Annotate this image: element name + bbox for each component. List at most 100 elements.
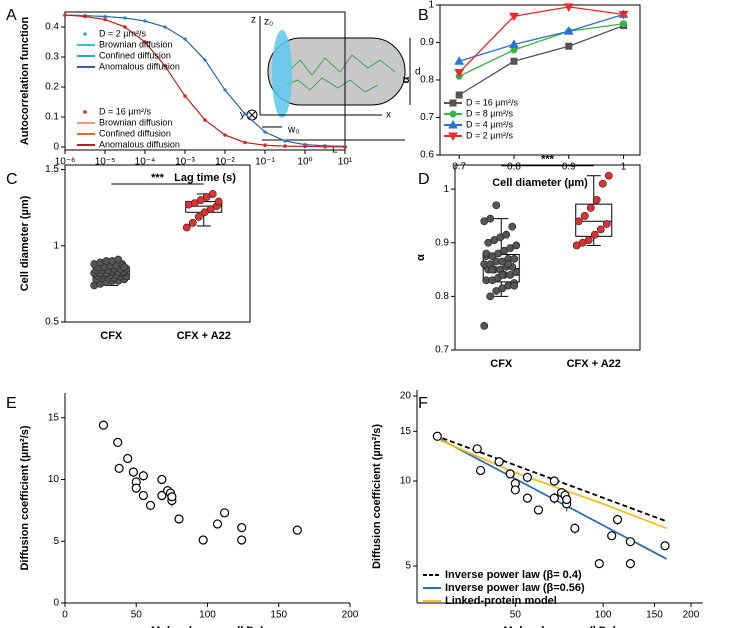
data-point	[113, 437, 123, 448]
y-tick-label: 15	[400, 426, 412, 437]
data-point	[157, 490, 167, 501]
data-point	[212, 519, 223, 529]
data-point	[625, 559, 635, 569]
data-point	[208, 190, 217, 198]
data-point	[584, 236, 593, 244]
marker	[509, 39, 519, 48]
data-point	[138, 490, 148, 501]
legend-marker	[448, 132, 458, 142]
series-line	[434, 437, 667, 530]
data-point	[98, 420, 109, 430]
data-point	[492, 201, 501, 210]
legend-label: D = 16 µm²/s	[466, 97, 518, 107]
data-point	[604, 171, 613, 180]
y-tick-label: 0.2	[45, 82, 59, 93]
data-point	[194, 212, 203, 221]
legend-label: D = 4 µm²/s	[466, 119, 513, 129]
legend-label: Anomalous diffusion	[99, 139, 180, 149]
data-point	[138, 471, 148, 481]
annotation: w₀	[287, 125, 299, 136]
y-tick-label: 0.1	[45, 112, 59, 123]
marker	[563, 26, 574, 35]
data-point	[157, 474, 167, 485]
panel-label: F	[418, 395, 428, 412]
x-tick-label: 10⁻³	[175, 157, 195, 168]
data-point	[660, 541, 670, 551]
panel-label: C	[6, 171, 18, 188]
x-tick-label: 200	[683, 610, 700, 621]
annotation: x	[386, 110, 391, 121]
data-point	[549, 476, 559, 486]
x-tick-label: 10⁰	[297, 157, 312, 168]
legend-marker	[83, 32, 87, 36]
data-point	[607, 531, 617, 541]
panel-label: D	[418, 171, 430, 188]
x-tick-label: 1	[621, 162, 627, 173]
data-point	[580, 212, 589, 220]
y-tick-label: 0.7	[420, 112, 434, 123]
data-point	[488, 265, 497, 274]
marker	[565, 42, 573, 50]
marker	[454, 56, 465, 65]
legend-label: Confined diffusion	[99, 50, 171, 60]
legend-label: Inverse power law (β=0.56)	[445, 582, 585, 594]
legend-label: Brownian diffusion	[99, 39, 172, 49]
x-tick-label: 50	[131, 610, 143, 621]
plot-frame	[64, 11, 346, 151]
x-tick-label: 10⁻⁵	[95, 157, 116, 168]
x-tick-label: 10⁻²	[215, 157, 235, 168]
data-point	[592, 195, 601, 204]
data-point	[522, 472, 533, 482]
y-tick-label: 0.4	[45, 22, 59, 33]
data-point	[510, 281, 519, 290]
marker	[455, 91, 463, 99]
y-axis-label: α	[415, 254, 427, 261]
y-tick-label: 5	[53, 536, 59, 547]
legend-label: Linked-protein model	[445, 595, 557, 607]
legend-label: Confined diffusion	[99, 128, 171, 138]
legend-marker	[449, 99, 457, 107]
y-tick-label: 0.3	[45, 52, 59, 63]
significance-label: ***	[151, 172, 165, 184]
y-axis-label: Autocorrelation function	[19, 17, 31, 146]
y-tick-label: 5	[405, 561, 411, 572]
annotation: d	[415, 67, 421, 78]
legend-label: D = 2 µm²/s	[99, 28, 146, 38]
y-axis-label: Diffusion coefficient (µm²/s)	[19, 425, 31, 570]
series-line	[64, 14, 346, 148]
data-point	[512, 241, 521, 250]
y-axis-label: α	[400, 76, 412, 83]
legend-marker	[83, 110, 87, 114]
data-point	[549, 493, 559, 503]
legend-label: D = 8 µm²/s	[466, 108, 513, 118]
y-tick-label: 10	[400, 476, 412, 487]
data-point	[182, 223, 191, 232]
data-point	[486, 214, 495, 223]
data-point	[522, 493, 533, 503]
data-point	[574, 217, 583, 226]
trajectory	[289, 54, 396, 76]
annotation: z	[251, 15, 256, 26]
x-axis-label: Molecular mass (kDa)	[503, 625, 616, 628]
legend-label: Anomalous diffusion	[99, 61, 180, 71]
significance-label: ***	[541, 154, 555, 166]
series-line	[458, 13, 624, 62]
y-tick-label: 1	[443, 184, 449, 195]
data-point	[505, 469, 515, 479]
legend-label: D = 16 µm²/s	[99, 106, 151, 116]
data-point	[114, 255, 123, 264]
y-tick-label: 0	[53, 598, 59, 609]
x-tick-label: CFX + A22	[567, 358, 621, 370]
x-tick-label: CFX + A22	[177, 330, 231, 342]
data-point	[612, 515, 623, 525]
y-tick-label: 0.6	[420, 150, 434, 161]
data-point	[292, 525, 302, 535]
data-point	[237, 523, 247, 533]
data-point	[533, 505, 544, 515]
data-point	[586, 203, 595, 212]
data-point	[625, 537, 635, 547]
data-point	[237, 535, 247, 545]
y-tick-label: 1.5	[45, 164, 59, 175]
plot-frame	[64, 164, 251, 323]
marker	[509, 12, 519, 22]
